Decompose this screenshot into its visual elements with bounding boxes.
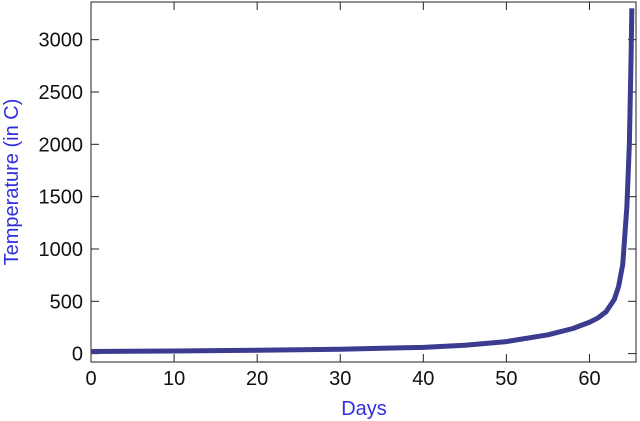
y-tick-label: 3000	[39, 30, 84, 52]
x-tick-label: 40	[412, 368, 434, 390]
y-tick-label: 0	[72, 344, 83, 366]
x-tick-label: 10	[163, 368, 185, 390]
line-series	[90, 8, 635, 355]
y-tick-label: 1000	[39, 239, 84, 261]
plot-frame	[90, 1, 637, 363]
y-tick-label: 2500	[39, 82, 84, 104]
y-tick-label: 2000	[39, 134, 84, 156]
x-tick-label: 50	[495, 368, 517, 390]
x-axis-label: Days	[341, 398, 387, 420]
x-tick-label: 20	[246, 368, 268, 390]
y-tick-label: 1500	[39, 187, 84, 209]
x-tick-label: 60	[578, 368, 600, 390]
x-tick-label: 0	[85, 368, 96, 390]
x-tick-label: 30	[329, 368, 351, 390]
y-axis-label: Temperature (in C)	[1, 99, 23, 266]
y-tick-label: 500	[50, 291, 83, 313]
